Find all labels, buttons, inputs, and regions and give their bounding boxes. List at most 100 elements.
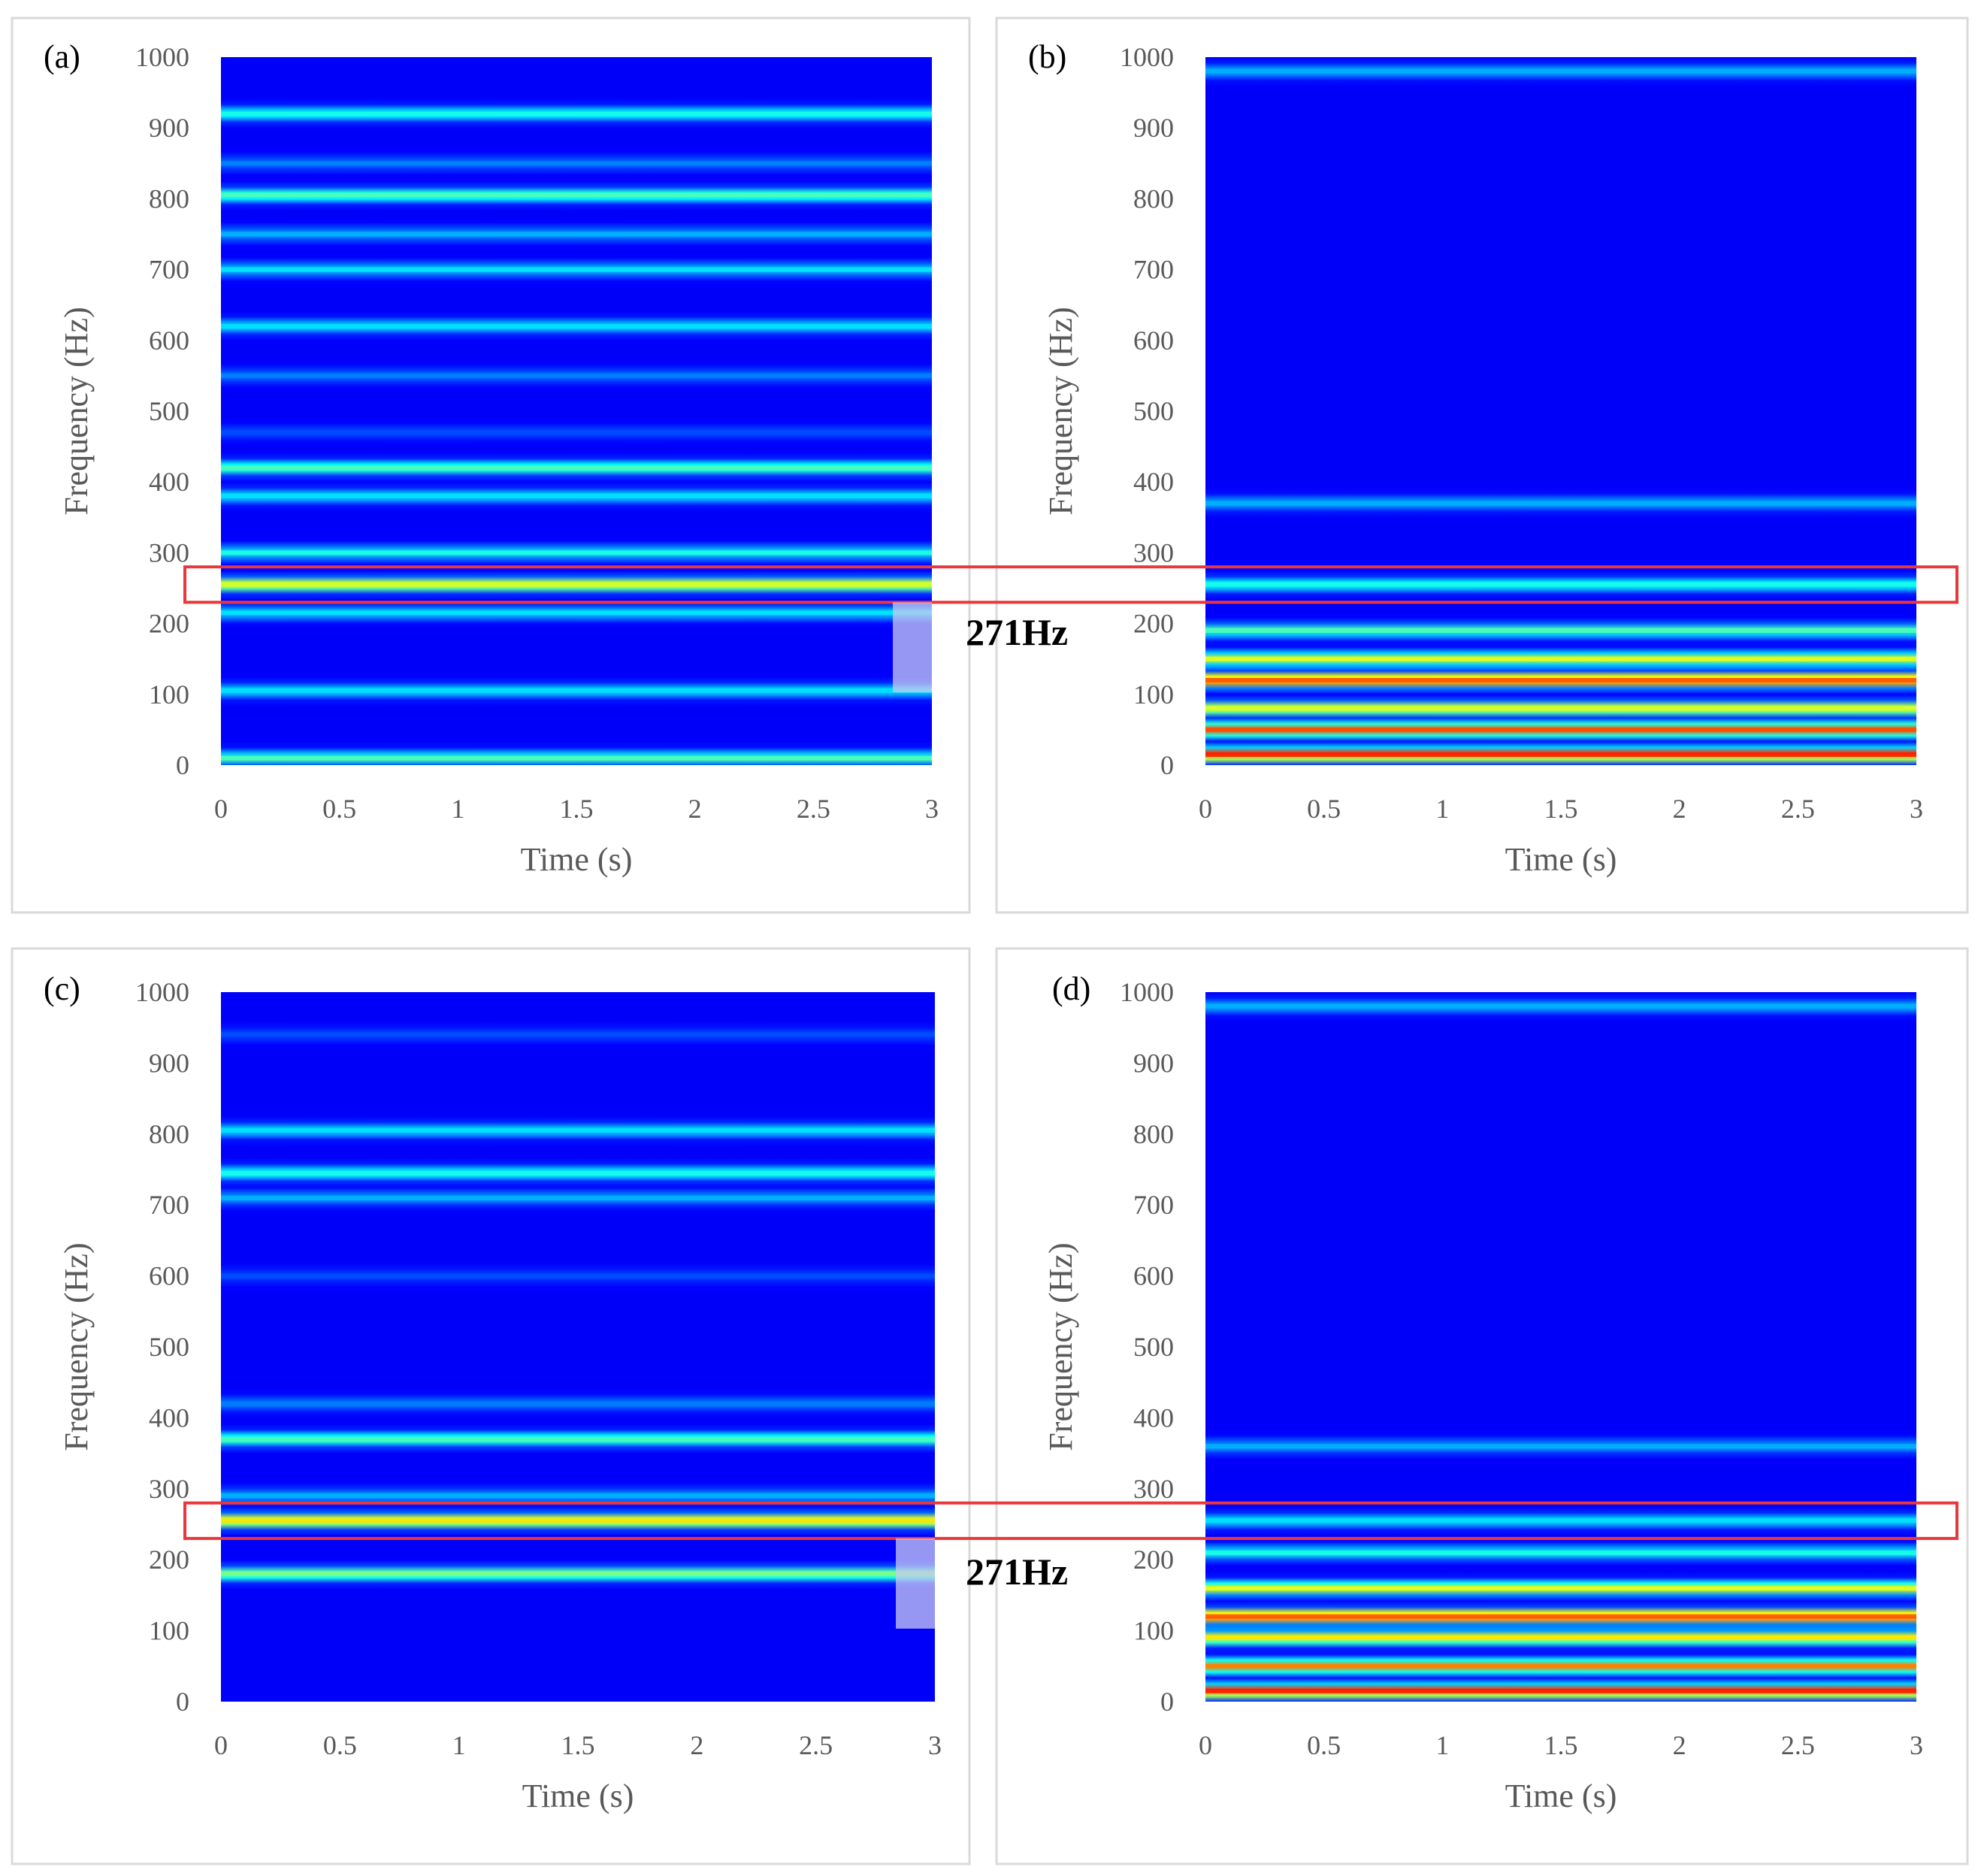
panel-d: 0 100 200 300 400 500 600 700 800 900 1000 0 0.5 1 1.5… — [995, 947, 1969, 1865]
x-tick-label: 1 — [1435, 794, 1449, 824]
y-tick-label: 300 — [1133, 537, 1174, 567]
band-mark — [1205, 1585, 1916, 1590]
x-tick-label: 1.5 — [1544, 1730, 1578, 1760]
y-tick-label: 100 — [1133, 679, 1174, 710]
y-tick-label: 100 — [149, 679, 189, 710]
band-mark — [1205, 1688, 1916, 1693]
x-axis-label: Time (s) — [521, 841, 633, 878]
spectrogram-image — [1205, 992, 1916, 1702]
band-mark — [221, 1032, 935, 1037]
highlight-box — [183, 1501, 1958, 1540]
y-tick-label: 600 — [149, 325, 189, 356]
y-tick-label: 400 — [1133, 467, 1174, 497]
y-tick-label: 0 — [1160, 750, 1174, 780]
y-tick-label: 600 — [149, 1261, 189, 1291]
panel-label: (a) — [44, 38, 80, 75]
band-mark — [221, 494, 932, 499]
y-tick-label: 300 — [1133, 1474, 1174, 1504]
x-tick-label: 1 — [451, 794, 464, 824]
y-tick-label: 300 — [149, 537, 189, 567]
x-tick-label: 1 — [1435, 1730, 1449, 1760]
x-tick-label: 2.5 — [1781, 794, 1815, 824]
band-mark — [221, 1493, 935, 1499]
band-mark — [221, 465, 932, 471]
band-mark — [221, 192, 932, 198]
y-tick-label: 1000 — [1120, 42, 1174, 72]
band-mark — [1205, 1635, 1916, 1641]
band-mark — [221, 1128, 935, 1133]
y-tick-label: 200 — [1133, 609, 1174, 639]
x-tick-label: 2.5 — [797, 794, 830, 824]
x-tick-label: 1.5 — [1544, 794, 1578, 824]
y-tick-label: 700 — [149, 255, 189, 285]
y-tick-label: 800 — [149, 1119, 189, 1149]
x-axis-label: Time (s) — [522, 1778, 634, 1814]
y-axis-label: Frequency (Hz) — [1042, 307, 1079, 515]
y-tick-label: 1000 — [1120, 977, 1174, 1007]
band-mark — [221, 373, 932, 378]
y-tick-label: 1000 — [135, 977, 189, 1007]
y-tick-label: 1000 — [135, 42, 189, 72]
x-tick-label: 0.5 — [1307, 794, 1341, 824]
band-mark — [1205, 1518, 1916, 1523]
band-mark — [1205, 628, 1916, 634]
band-mark — [1205, 706, 1916, 711]
band-mark — [221, 550, 932, 555]
x-tick-label: 0.5 — [322, 794, 356, 824]
x-tick-label: 0 — [1199, 1730, 1212, 1760]
band-mark — [221, 323, 932, 328]
y-tick-label: 900 — [1133, 113, 1174, 143]
x-tick-label: 2 — [688, 794, 702, 824]
x-tick-label: 0 — [1199, 794, 1212, 824]
y-tick-label: 900 — [149, 113, 189, 143]
band-mark — [1205, 1550, 1916, 1555]
panel-c: 0 100 200 300 400 500 600 700 800 900 1000 0 0.5 1 1.5… — [11, 947, 971, 1865]
band-mark — [221, 161, 932, 166]
band-mark — [1205, 68, 1916, 74]
x-tick-label: 1 — [452, 1730, 466, 1760]
y-tick-label: 100 — [1133, 1616, 1174, 1646]
band-mark — [221, 1436, 935, 1442]
x-tick-label: 1.5 — [561, 1730, 595, 1760]
band-mark — [221, 1401, 935, 1406]
x-axis-label: Time (s) — [1505, 1778, 1617, 1814]
x-tick-label: 2 — [1673, 1730, 1686, 1760]
y-tick-label: 400 — [149, 467, 189, 497]
band-mark — [1205, 1614, 1916, 1619]
y-tick-label: 900 — [149, 1048, 189, 1078]
y-tick-label: 0 — [176, 1687, 189, 1717]
y-axis-label: Frequency (Hz) — [1042, 1242, 1079, 1451]
y-axis-label: Frequency (Hz) — [58, 1242, 95, 1451]
y-tick-label: 200 — [149, 1545, 189, 1575]
band-mark — [1205, 1663, 1916, 1669]
band-mark — [221, 1273, 935, 1278]
band-mark — [221, 111, 932, 116]
panel-a: 0 100 200 300 400 500 600 700 800 900 1000 0 0.5 1 1.5… — [11, 17, 971, 914]
highlight-box — [183, 565, 1958, 604]
y-tick-label: 0 — [1160, 1687, 1174, 1717]
band-mark — [1205, 582, 1916, 587]
spectrogram-image — [1205, 57, 1916, 765]
x-tick-label: 0.5 — [323, 1730, 357, 1760]
y-tick-label: 500 — [149, 1332, 189, 1362]
y-tick-label: 600 — [1133, 1261, 1174, 1291]
band-mark — [221, 1195, 935, 1200]
y-tick-label: 400 — [1133, 1402, 1174, 1433]
band-mark — [1205, 677, 1916, 682]
x-tick-label: 2.5 — [1781, 1730, 1815, 1760]
y-tick-label: 500 — [1133, 396, 1174, 426]
y-tick-label: 500 — [149, 396, 189, 426]
x-tick-label: 2 — [690, 1730, 703, 1760]
y-tick-label: 500 — [1133, 1332, 1174, 1362]
band-mark — [1205, 752, 1916, 757]
band-mark — [1205, 1444, 1916, 1449]
band-mark — [221, 688, 932, 694]
y-tick-label: 700 — [149, 1190, 189, 1220]
y-tick-label: 200 — [1133, 1545, 1174, 1575]
panel-label: (b) — [1028, 38, 1066, 75]
overlays: 271Hz 271Hz — [183, 565, 1958, 1629]
band-mark — [221, 582, 932, 587]
x-tick-label: 0 — [214, 794, 228, 824]
